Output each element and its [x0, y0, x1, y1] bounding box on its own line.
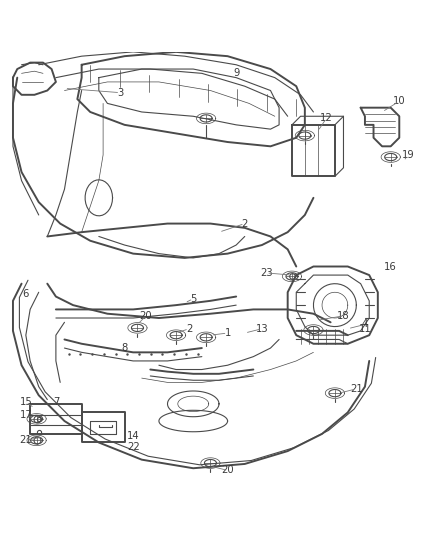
- Text: 21: 21: [19, 435, 32, 446]
- Text: 13: 13: [256, 324, 268, 334]
- Text: 17: 17: [19, 409, 32, 419]
- Text: 4: 4: [362, 319, 368, 329]
- Text: 1: 1: [224, 328, 231, 338]
- Text: 3: 3: [117, 87, 124, 98]
- Text: 5: 5: [190, 294, 196, 304]
- Text: 2: 2: [186, 324, 192, 334]
- Text: 6: 6: [23, 289, 29, 300]
- Text: 8: 8: [121, 343, 128, 353]
- Text: 2: 2: [242, 219, 248, 229]
- Text: 19: 19: [402, 150, 414, 160]
- Text: 11: 11: [359, 324, 371, 334]
- Text: 15: 15: [19, 397, 32, 407]
- Text: 22: 22: [127, 442, 140, 452]
- Text: 20: 20: [140, 311, 152, 321]
- Text: 20: 20: [221, 465, 234, 475]
- Text: 10: 10: [393, 96, 406, 106]
- Text: 12: 12: [320, 114, 333, 124]
- Text: 21: 21: [350, 384, 363, 394]
- Text: 14: 14: [127, 431, 139, 441]
- Text: 9: 9: [233, 68, 239, 78]
- Text: 7: 7: [53, 397, 59, 407]
- Text: 18: 18: [337, 311, 350, 321]
- Text: 16: 16: [384, 262, 397, 271]
- Text: 23: 23: [260, 268, 272, 278]
